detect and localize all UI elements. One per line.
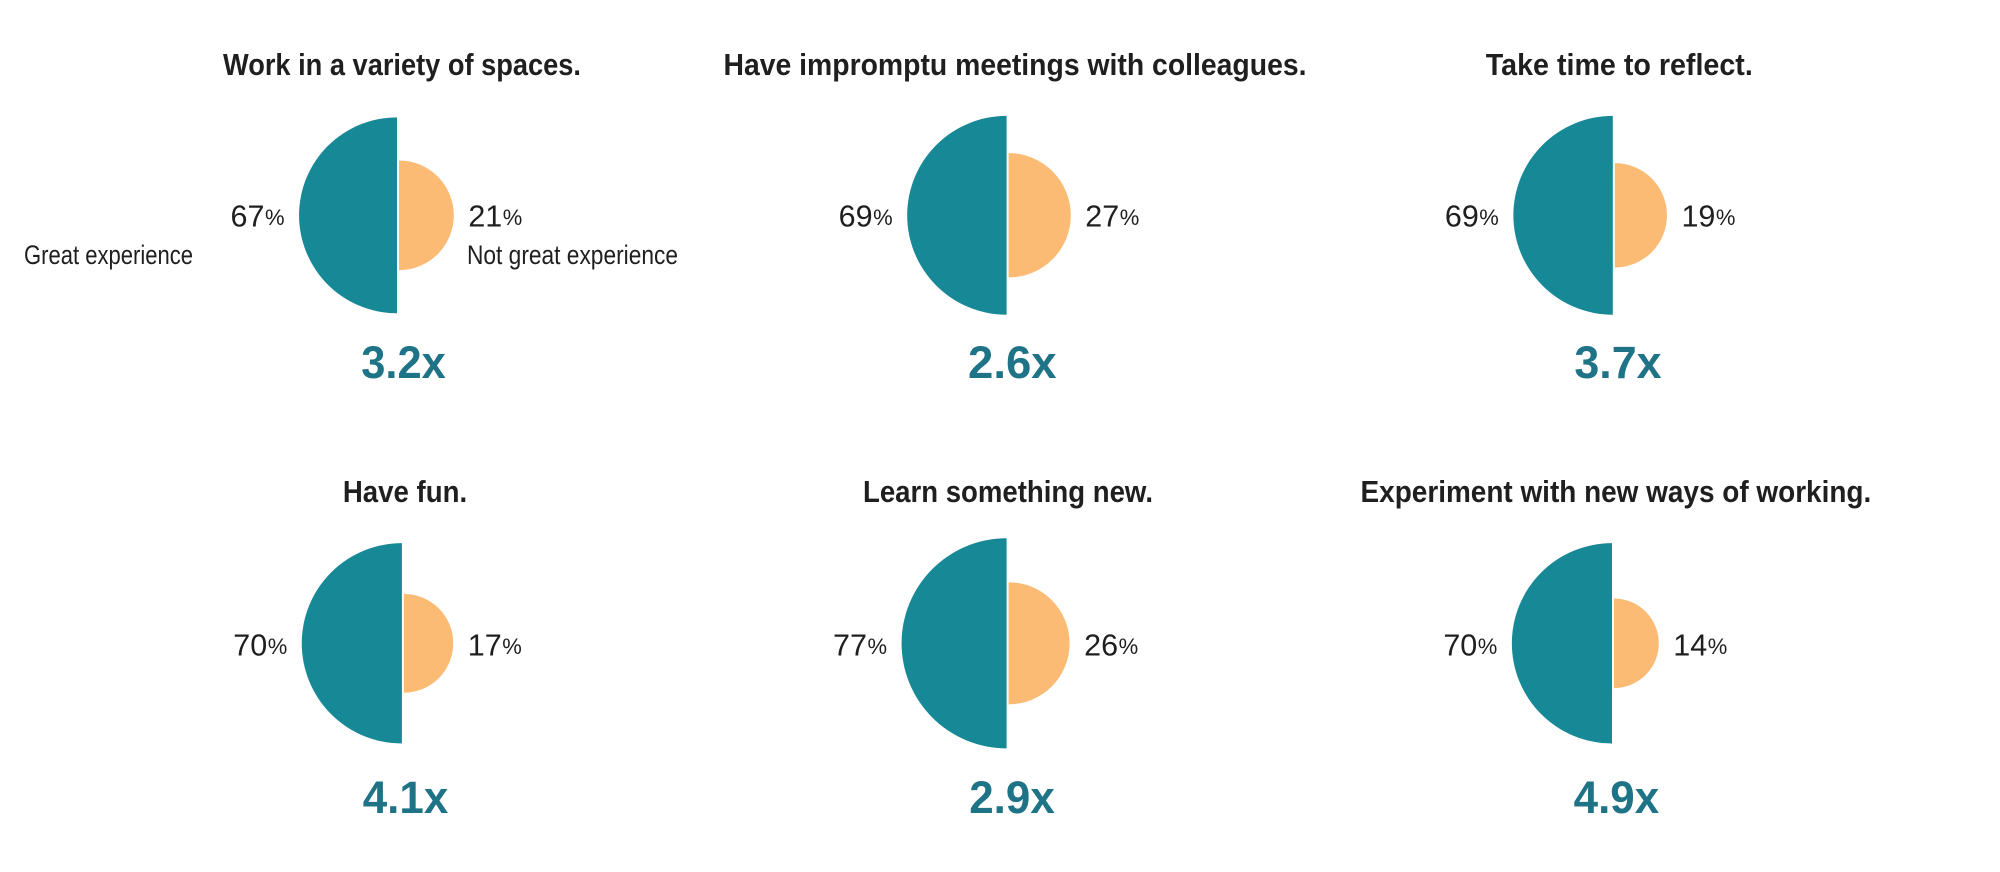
- svg-text:3.7x: 3.7x: [1574, 337, 1661, 388]
- svg-text:Work in a variety of spaces.: Work in a variety of spaces.: [223, 47, 581, 82]
- svg-text:27%: 27%: [1085, 200, 1139, 234]
- svg-text:Not great experience: Not great experience: [467, 240, 678, 270]
- svg-text:70%: 70%: [233, 629, 287, 663]
- svg-text:21%: 21%: [468, 200, 522, 234]
- svg-text:26%: 26%: [1084, 629, 1138, 663]
- svg-text:69%: 69%: [1445, 200, 1499, 234]
- svg-text:4.9x: 4.9x: [1574, 772, 1660, 823]
- svg-text:19%: 19%: [1681, 200, 1735, 234]
- svg-text:70%: 70%: [1443, 629, 1497, 663]
- svg-text:69%: 69%: [839, 200, 893, 234]
- svg-text:14%: 14%: [1673, 629, 1727, 663]
- svg-text:3.2x: 3.2x: [361, 337, 446, 388]
- svg-text:2.6x: 2.6x: [968, 337, 1057, 388]
- svg-text:77%: 77%: [833, 629, 887, 663]
- svg-text:Have fun.: Have fun.: [343, 474, 467, 509]
- svg-text:17%: 17%: [468, 629, 522, 663]
- svg-text:Take time to reflect.: Take time to reflect.: [1486, 47, 1753, 82]
- svg-text:Have impromptu meetings with c: Have impromptu meetings with colleagues.: [724, 47, 1307, 82]
- svg-text:Learn something new.: Learn something new.: [863, 474, 1153, 509]
- svg-text:Great experience: Great experience: [24, 240, 193, 270]
- svg-text:67%: 67%: [231, 200, 285, 234]
- svg-text:4.1x: 4.1x: [363, 772, 449, 823]
- svg-text:Experiment with new ways of wo: Experiment with new ways of working.: [1361, 474, 1872, 509]
- svg-text:2.9x: 2.9x: [969, 772, 1055, 823]
